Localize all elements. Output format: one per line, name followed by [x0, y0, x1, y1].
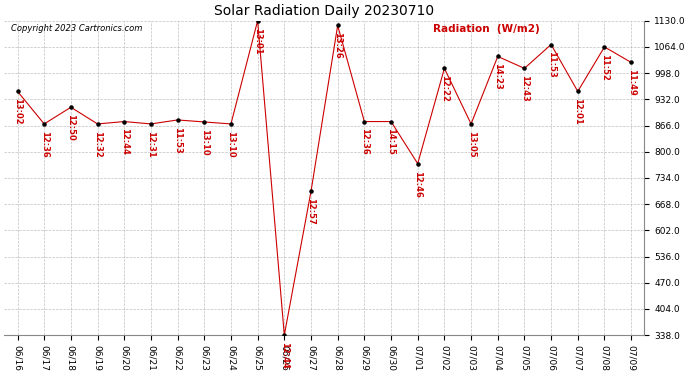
Text: 14:23: 14:23 — [493, 63, 502, 90]
Text: 11:52: 11:52 — [600, 54, 609, 81]
Point — [599, 44, 610, 50]
Text: 13:01: 13:01 — [253, 28, 262, 54]
Point — [172, 117, 183, 123]
Point — [12, 88, 23, 94]
Text: 11:53: 11:53 — [546, 51, 555, 78]
Point — [412, 160, 423, 166]
Point — [626, 59, 637, 65]
Text: 12:50: 12:50 — [66, 114, 75, 141]
Point — [572, 88, 583, 94]
Point — [92, 121, 103, 127]
Text: 11:53: 11:53 — [173, 127, 182, 154]
Point — [439, 65, 450, 71]
Text: 12:46: 12:46 — [413, 171, 422, 198]
Text: 12:36: 12:36 — [360, 129, 369, 155]
Point — [359, 118, 370, 124]
Point — [386, 118, 397, 124]
Point — [466, 121, 477, 127]
Text: Copyright 2023 Cartronics.com: Copyright 2023 Cartronics.com — [10, 24, 142, 33]
Text: 11:49: 11:49 — [627, 69, 635, 96]
Text: 12:43: 12:43 — [520, 75, 529, 102]
Point — [306, 188, 317, 194]
Text: 13:26: 13:26 — [333, 32, 342, 59]
Point — [252, 18, 263, 24]
Point — [519, 65, 530, 71]
Text: 13:05: 13:05 — [466, 131, 475, 158]
Point — [66, 104, 77, 110]
Point — [146, 121, 157, 127]
Title: Solar Radiation Daily 20230710: Solar Radiation Daily 20230710 — [215, 4, 435, 18]
Point — [492, 54, 503, 60]
Point — [119, 118, 130, 124]
Text: 12:01: 12:01 — [573, 98, 582, 125]
Text: 12:31: 12:31 — [146, 131, 155, 158]
Text: 12:44: 12:44 — [280, 342, 289, 369]
Point — [332, 22, 343, 28]
Text: 12:32: 12:32 — [93, 131, 102, 158]
Text: 12:36: 12:36 — [40, 131, 49, 158]
Text: 13:10: 13:10 — [200, 129, 209, 156]
Text: 13:02: 13:02 — [13, 98, 22, 125]
Point — [226, 121, 237, 127]
Text: 12:57: 12:57 — [306, 198, 315, 225]
Text: 13:10: 13:10 — [226, 131, 235, 158]
Point — [39, 121, 50, 127]
Point — [199, 119, 210, 125]
Point — [546, 42, 557, 48]
Point — [279, 332, 290, 338]
Text: 12:22: 12:22 — [440, 75, 449, 102]
Text: 12:44: 12:44 — [120, 129, 129, 155]
Text: Radiation  (W/m2): Radiation (W/m2) — [433, 24, 540, 34]
Text: 14:15: 14:15 — [386, 129, 395, 155]
